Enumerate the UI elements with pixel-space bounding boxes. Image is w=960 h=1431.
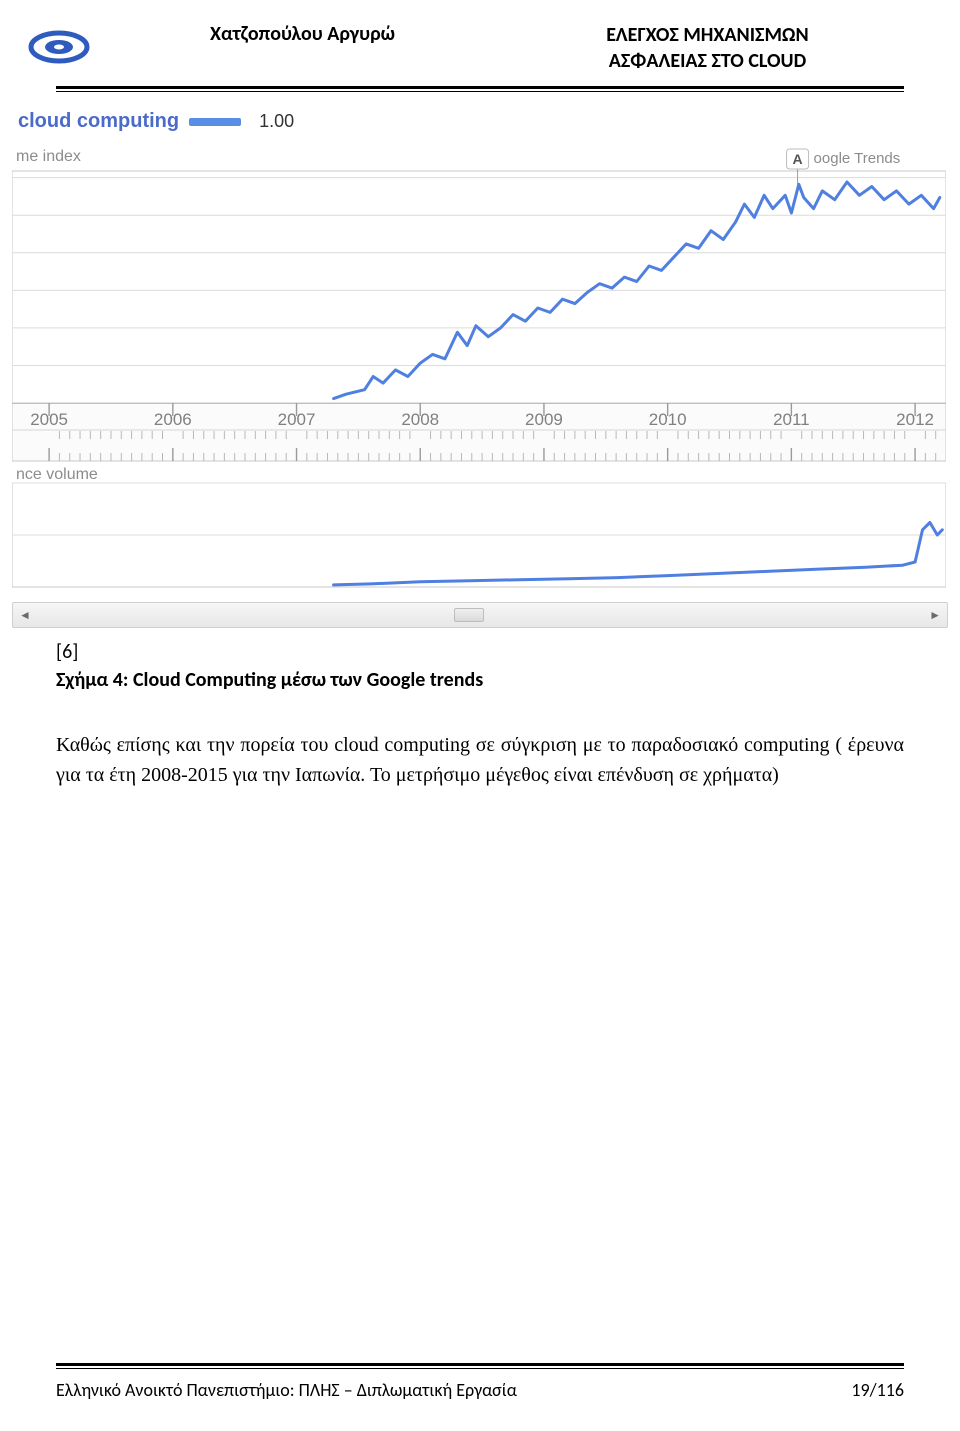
figure-caption: [6] Σχήμα 4: Cloud Computing μέσω των Go… xyxy=(56,638,904,694)
footer-rule-thick xyxy=(56,1363,904,1366)
svg-text:me index: me index xyxy=(16,148,81,165)
footer-rule-thin xyxy=(56,1368,904,1369)
body-paragraph: Καθώς επίσης και την πορεία του cloud co… xyxy=(56,730,904,790)
svg-text:oogle Trends: oogle Trends xyxy=(814,150,901,167)
document-title-line2: ΑΣΦΑΛΕΙΑΣ ΣΤΟ CLOUD xyxy=(511,48,904,74)
figure-reference: [6] xyxy=(56,638,904,666)
header-rule-thin xyxy=(56,91,904,92)
svg-text:A: A xyxy=(792,151,802,167)
scroll-track[interactable] xyxy=(39,608,921,622)
page-header: Χατζοπούλου Αργυρώ ΈΛΕΓΧΟΣ ΜΗΧΑΝΙΣΜΩΝ ΑΣ… xyxy=(0,0,960,80)
footer-right: 19/116 xyxy=(851,1379,904,1401)
author-name: Χατζοπούλου Αργυρώ xyxy=(106,22,499,46)
eap-logo xyxy=(24,22,94,70)
trends-chart-svg: me indexAoogle Trends2005200620072008200… xyxy=(12,143,946,591)
document-title-line1: ΈΛΕΓΧΟΣ ΜΗΧΑΝΙΣΜΩΝ xyxy=(511,22,904,48)
header-rule-thick xyxy=(56,86,904,89)
document-title: ΈΛΕΓΧΟΣ ΜΗΧΑΝΙΣΜΩΝ ΑΣΦΑΛΕΙΑΣ ΣΤΟ CLOUD xyxy=(511,22,904,74)
scroll-left-arrow-icon[interactable]: ◄ xyxy=(19,608,31,622)
chart-legend: cloud computing 1.00 xyxy=(12,104,948,143)
google-trends-block: cloud computing 1.00 me index Aoogle Tren… xyxy=(12,104,948,628)
horizontal-scrollbar[interactable]: ◄ ► xyxy=(12,602,948,628)
legend-term: cloud computing xyxy=(18,110,179,133)
scroll-thumb[interactable] xyxy=(454,608,484,622)
legend-swatch xyxy=(189,118,241,126)
svg-text:nce volume: nce volume xyxy=(16,466,98,483)
scroll-right-arrow-icon[interactable]: ► xyxy=(929,608,941,622)
figure-title: Σχήμα 4: Cloud Computing μέσω των Google… xyxy=(56,668,483,692)
page-footer: Ελληνικό Ανοικτό Πανεπιστήμιο: ΠΛΗΣ – Δι… xyxy=(0,1363,960,1401)
chart-canvas-wrap: me indexAoogle Trends2005200620072008200… xyxy=(12,143,948,596)
legend-value: 1.00 xyxy=(259,111,294,132)
footer-left: Ελληνικό Ανοικτό Πανεπιστήμιο: ΠΛΗΣ – Δι… xyxy=(56,1379,517,1401)
